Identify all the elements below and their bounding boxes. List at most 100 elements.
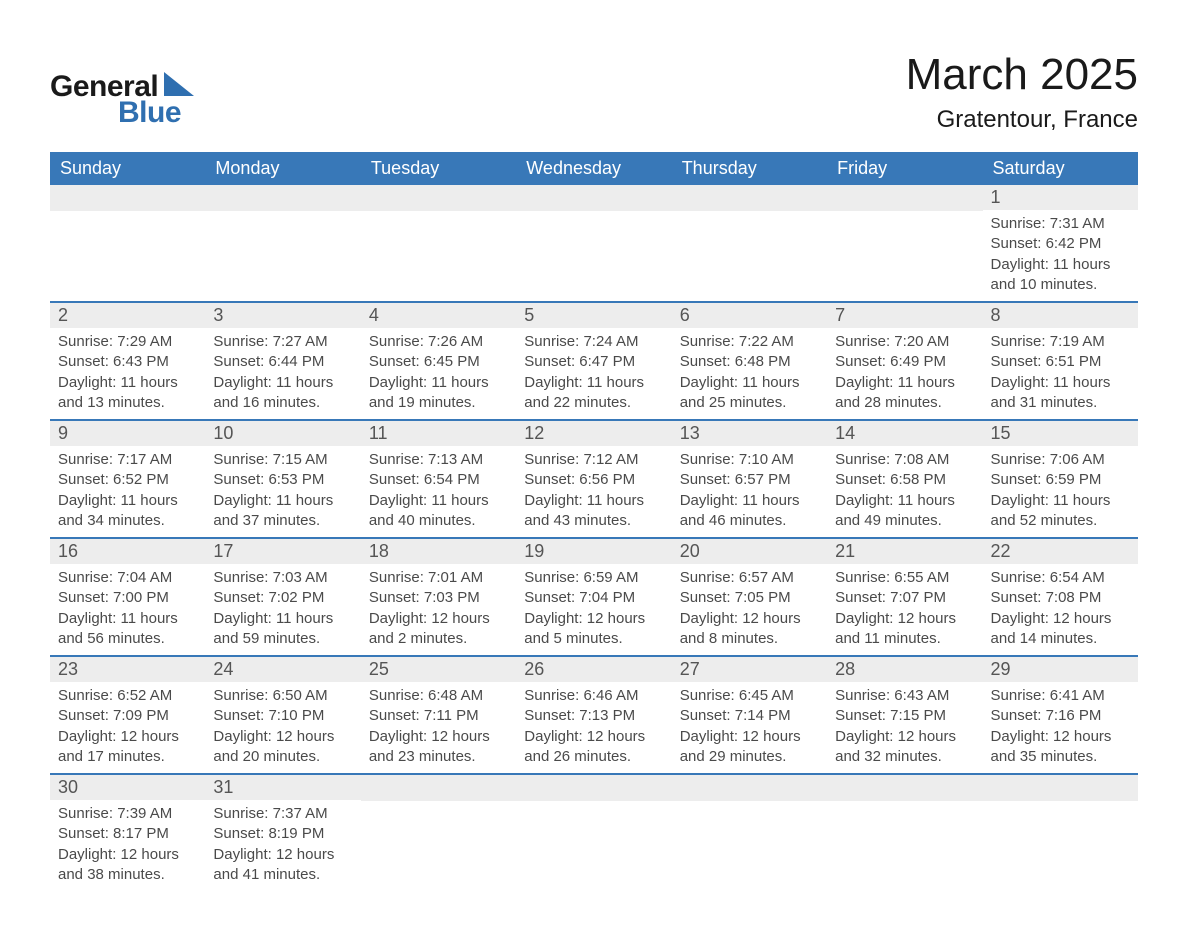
sunset-line: Sunset: 6:58 PM [835,470,974,490]
calendar-row: 16Sunrise: 7:04 AMSunset: 7:00 PMDayligh… [50,538,1138,656]
day-body: Sunrise: 6:46 AMSunset: 7:13 PMDaylight:… [516,682,671,773]
sunset-line: Sunset: 7:09 PM [58,706,197,726]
calendar-cell: 9Sunrise: 7:17 AMSunset: 6:52 PMDaylight… [50,420,205,538]
sunset-line: Sunset: 7:00 PM [58,588,197,608]
sunset-line: Sunset: 7:10 PM [213,706,352,726]
empty-day-body [361,801,516,885]
sunrise-line: Sunrise: 7:22 AM [680,332,819,352]
empty-day-body [50,211,205,295]
daylight-line: Daylight: 12 hours and 20 minutes. [213,727,352,768]
day-number: 29 [983,657,1138,682]
sunset-line: Sunset: 6:57 PM [680,470,819,490]
sunset-line: Sunset: 6:45 PM [369,352,508,372]
sunset-line: Sunset: 6:47 PM [524,352,663,372]
sunrise-line: Sunrise: 7:24 AM [524,332,663,352]
sunrise-line: Sunrise: 6:52 AM [58,686,197,706]
daylight-line: Daylight: 11 hours and 10 minutes. [991,255,1130,296]
calendar-cell [827,774,982,891]
sunrise-line: Sunrise: 6:54 AM [991,568,1130,588]
calendar-cell: 10Sunrise: 7:15 AMSunset: 6:53 PMDayligh… [205,420,360,538]
day-body: Sunrise: 6:41 AMSunset: 7:16 PMDaylight:… [983,682,1138,773]
day-body: Sunrise: 6:59 AMSunset: 7:04 PMDaylight:… [516,564,671,655]
sunrise-line: Sunrise: 7:26 AM [369,332,508,352]
empty-day-number [205,185,360,211]
daylight-line: Daylight: 11 hours and 37 minutes. [213,491,352,532]
calendar-cell: 14Sunrise: 7:08 AMSunset: 6:58 PMDayligh… [827,420,982,538]
day-body: Sunrise: 7:04 AMSunset: 7:00 PMDaylight:… [50,564,205,655]
daylight-line: Daylight: 11 hours and 25 minutes. [680,373,819,414]
empty-day-number [983,775,1138,801]
sunrise-line: Sunrise: 6:45 AM [680,686,819,706]
sunset-line: Sunset: 6:56 PM [524,470,663,490]
day-number: 27 [672,657,827,682]
day-body: Sunrise: 7:37 AMSunset: 8:19 PMDaylight:… [205,800,360,891]
day-body: Sunrise: 7:12 AMSunset: 6:56 PMDaylight:… [516,446,671,537]
daylight-line: Daylight: 12 hours and 26 minutes. [524,727,663,768]
calendar-cell [205,185,360,302]
sunset-line: Sunset: 7:15 PM [835,706,974,726]
title-block: March 2025 Gratentour, France [906,50,1138,134]
daylight-line: Daylight: 11 hours and 43 minutes. [524,491,663,532]
calendar-cell [672,185,827,302]
sunrise-line: Sunrise: 6:43 AM [835,686,974,706]
empty-day-body [827,801,982,885]
sunset-line: Sunset: 6:51 PM [991,352,1130,372]
sunrise-line: Sunrise: 7:10 AM [680,450,819,470]
day-body: Sunrise: 7:24 AMSunset: 6:47 PMDaylight:… [516,328,671,419]
empty-day-body [516,211,671,295]
daylight-line: Daylight: 12 hours and 11 minutes. [835,609,974,650]
day-number: 17 [205,539,360,564]
sunrise-line: Sunrise: 7:03 AM [213,568,352,588]
daylight-line: Daylight: 11 hours and 28 minutes. [835,373,974,414]
sunrise-line: Sunrise: 7:39 AM [58,804,197,824]
location: Gratentour, France [906,106,1138,134]
sunset-line: Sunset: 7:14 PM [680,706,819,726]
calendar-cell: 24Sunrise: 6:50 AMSunset: 7:10 PMDayligh… [205,656,360,774]
daylight-line: Daylight: 12 hours and 2 minutes. [369,609,508,650]
calendar-cell: 13Sunrise: 7:10 AMSunset: 6:57 PMDayligh… [672,420,827,538]
weekday-header: Sunday [50,152,205,185]
sunrise-line: Sunrise: 7:37 AM [213,804,352,824]
day-body: Sunrise: 7:20 AMSunset: 6:49 PMDaylight:… [827,328,982,419]
calendar-cell: 31Sunrise: 7:37 AMSunset: 8:19 PMDayligh… [205,774,360,891]
sunset-line: Sunset: 8:17 PM [58,824,197,844]
sunset-line: Sunset: 7:13 PM [524,706,663,726]
calendar-cell: 2Sunrise: 7:29 AMSunset: 6:43 PMDaylight… [50,302,205,420]
day-number: 2 [50,303,205,328]
day-body: Sunrise: 6:45 AMSunset: 7:14 PMDaylight:… [672,682,827,773]
day-body: Sunrise: 7:10 AMSunset: 6:57 PMDaylight:… [672,446,827,537]
weekday-header: Tuesday [361,152,516,185]
sunset-line: Sunset: 6:53 PM [213,470,352,490]
empty-day-body [361,211,516,295]
empty-day-body [827,211,982,295]
sunset-line: Sunset: 8:19 PM [213,824,352,844]
day-number: 5 [516,303,671,328]
sunrise-line: Sunrise: 7:08 AM [835,450,974,470]
calendar-cell: 12Sunrise: 7:12 AMSunset: 6:56 PMDayligh… [516,420,671,538]
month-title: March 2025 [906,50,1138,100]
empty-day-number [516,775,671,801]
calendar-cell: 1Sunrise: 7:31 AMSunset: 6:42 PMDaylight… [983,185,1138,302]
daylight-line: Daylight: 12 hours and 17 minutes. [58,727,197,768]
sunrise-line: Sunrise: 6:50 AM [213,686,352,706]
day-number: 13 [672,421,827,446]
calendar-cell: 28Sunrise: 6:43 AMSunset: 7:15 PMDayligh… [827,656,982,774]
day-number: 15 [983,421,1138,446]
daylight-line: Daylight: 11 hours and 59 minutes. [213,609,352,650]
calendar-cell: 27Sunrise: 6:45 AMSunset: 7:14 PMDayligh… [672,656,827,774]
calendar-cell [516,185,671,302]
day-body: Sunrise: 6:43 AMSunset: 7:15 PMDaylight:… [827,682,982,773]
day-number: 26 [516,657,671,682]
sunset-line: Sunset: 7:03 PM [369,588,508,608]
day-body: Sunrise: 7:39 AMSunset: 8:17 PMDaylight:… [50,800,205,891]
day-number: 25 [361,657,516,682]
calendar-cell [827,185,982,302]
day-number: 1 [983,185,1138,210]
sunrise-line: Sunrise: 6:57 AM [680,568,819,588]
sunrise-line: Sunrise: 6:46 AM [524,686,663,706]
day-number: 8 [983,303,1138,328]
day-body: Sunrise: 7:27 AMSunset: 6:44 PMDaylight:… [205,328,360,419]
empty-day-number [361,185,516,211]
day-body: Sunrise: 6:48 AMSunset: 7:11 PMDaylight:… [361,682,516,773]
sunset-line: Sunset: 6:43 PM [58,352,197,372]
